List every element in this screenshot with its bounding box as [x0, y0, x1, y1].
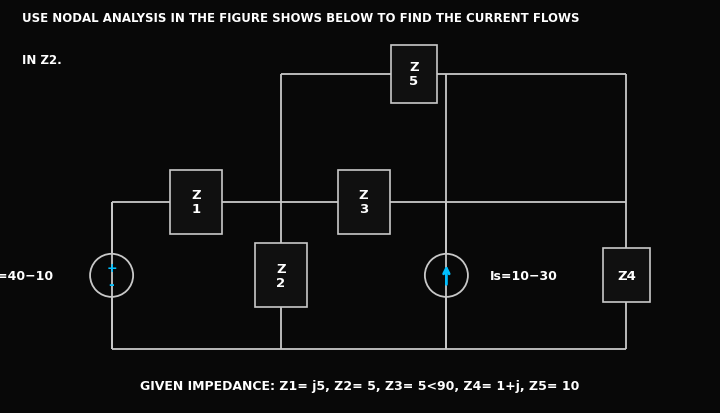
- Text: Is=10−30: Is=10−30: [490, 269, 557, 282]
- Text: Z
5: Z 5: [409, 61, 419, 88]
- Text: Vs=40−10: Vs=40−10: [0, 269, 54, 282]
- FancyBboxPatch shape: [338, 170, 390, 235]
- Text: USE NODAL ANALYSIS IN THE FIGURE SHOWS BELOW TO FIND THE CURRENT FLOWS: USE NODAL ANALYSIS IN THE FIGURE SHOWS B…: [22, 12, 579, 25]
- FancyBboxPatch shape: [390, 45, 438, 103]
- Text: Z
2: Z 2: [276, 262, 286, 289]
- Text: Z4: Z4: [617, 269, 636, 282]
- Text: Z
1: Z 1: [191, 189, 201, 216]
- Text: +: +: [107, 261, 117, 274]
- Text: IN Z2.: IN Z2.: [22, 54, 61, 66]
- FancyBboxPatch shape: [170, 170, 222, 235]
- Text: GIVEN IMPEDANCE: Z1= j5, Z2= 5, Z3= 5<90, Z4= 1+j, Z5= 10: GIVEN IMPEDANCE: Z1= j5, Z2= 5, Z3= 5<90…: [140, 380, 580, 392]
- FancyBboxPatch shape: [603, 249, 650, 302]
- Text: -: -: [109, 277, 114, 291]
- Text: Z
3: Z 3: [359, 189, 369, 216]
- FancyBboxPatch shape: [255, 244, 307, 308]
